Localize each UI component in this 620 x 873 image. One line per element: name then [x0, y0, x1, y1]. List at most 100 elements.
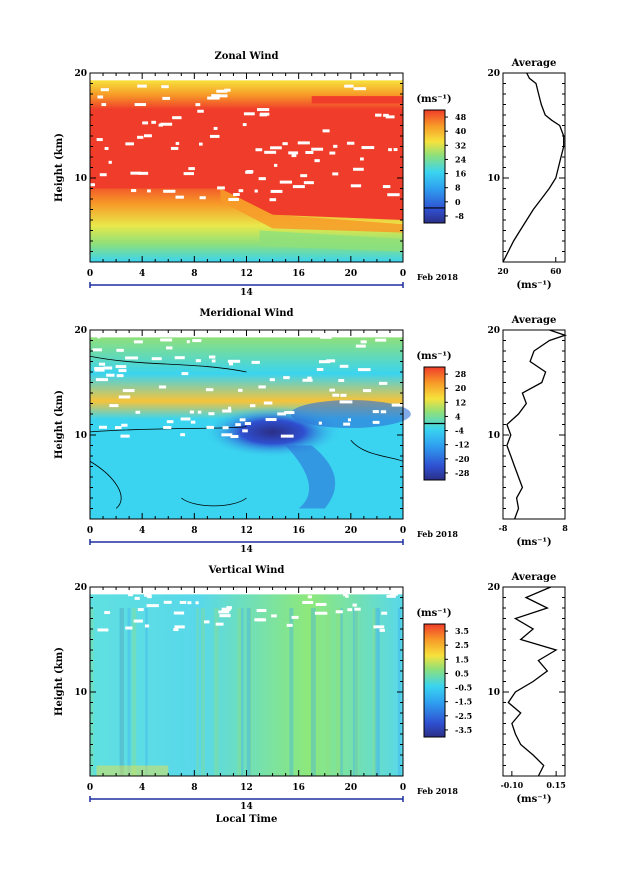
missing-data-cell	[282, 142, 288, 146]
heatmap-streak	[131, 608, 137, 776]
missing-data-cell	[343, 422, 351, 426]
missing-data-cell	[122, 389, 135, 393]
heatmap-streak	[354, 608, 359, 776]
missing-data-cell	[208, 355, 216, 359]
x-tick-label: 16	[292, 783, 305, 793]
average-y-tick-label: 20	[487, 69, 500, 79]
missing-data-cell	[256, 618, 267, 622]
x-tick-label: 12	[240, 526, 253, 536]
heatmap-streak	[340, 608, 343, 776]
missing-data-cell	[228, 406, 232, 410]
missing-data-cell	[390, 592, 398, 596]
missing-data-cell	[94, 368, 105, 372]
missing-data-cell	[174, 625, 185, 629]
day-axis-end-ticks	[89, 282, 404, 288]
missing-data-cell	[144, 624, 150, 628]
average-frame	[502, 72, 566, 263]
missing-data-cell	[179, 600, 187, 604]
missing-data-cell	[244, 422, 252, 426]
missing-data-cell	[144, 134, 152, 138]
missing-data-cell	[226, 606, 232, 610]
missing-data-cell	[121, 423, 128, 427]
heatmap-streak	[201, 608, 206, 776]
missing-data-cell	[151, 120, 157, 124]
missing-data-cell	[242, 123, 247, 127]
missing-data-cell	[332, 172, 339, 176]
missing-data-cell	[291, 154, 297, 158]
missing-data-cell	[307, 376, 312, 380]
colorbar-tick-label: -3.5	[455, 725, 472, 735]
heatmap-streak	[246, 608, 251, 776]
x-tick-label: 8	[191, 269, 197, 279]
missing-data-cell	[385, 115, 395, 119]
colorbar-tick-label: 40	[455, 126, 467, 136]
missing-data-cell	[116, 348, 124, 352]
missing-data-cell	[170, 146, 179, 150]
missing-data-cell	[283, 376, 290, 380]
missing-data-cell	[146, 604, 159, 608]
missing-data-cell	[135, 410, 141, 414]
heatmap-zero-contour	[350, 439, 404, 462]
missing-data-cell	[92, 348, 102, 352]
y-axis-label: Height (km)	[54, 390, 65, 459]
missing-data-cell	[375, 338, 387, 342]
missing-data-cell	[344, 84, 354, 88]
missing-data-cell	[125, 142, 134, 146]
missing-data-cell	[108, 160, 112, 164]
missing-data-cell	[125, 356, 139, 360]
missing-data-cell	[137, 608, 144, 612]
missing-data-cell	[302, 378, 313, 382]
missing-data-cell	[326, 359, 336, 363]
colorbar-tick-label: 24	[455, 154, 467, 164]
missing-data-cell	[288, 151, 299, 155]
colorbar-unit-label: (ms⁻¹)	[416, 608, 451, 619]
heatmap-jet-core	[90, 136, 403, 220]
x-tick-label: 0	[87, 269, 93, 279]
date-label: Feb 2018	[417, 272, 458, 282]
missing-data-cell	[256, 609, 267, 613]
missing-data-cell	[302, 600, 314, 604]
missing-data-cell	[339, 400, 353, 404]
missing-data-cell	[213, 126, 218, 130]
heatmap-lower-band	[259, 230, 403, 252]
missing-data-cell	[180, 417, 191, 421]
missing-data-cell	[316, 367, 324, 371]
heatmap-streak	[353, 608, 358, 776]
missing-data-cell	[353, 167, 364, 171]
missing-data-cell	[380, 410, 387, 414]
missing-data-cell	[230, 434, 239, 438]
heatmap-upper-band	[311, 96, 403, 104]
colorbar-tick-label: 32	[455, 140, 466, 150]
x-axis-label: Local Time	[216, 814, 278, 825]
missing-data-cell	[97, 95, 104, 99]
missing-data-cell	[222, 426, 229, 430]
missing-data-cell	[251, 360, 260, 364]
x-tick-label: 4	[139, 269, 145, 279]
missing-data-cell	[318, 421, 322, 425]
missing-data-cell	[209, 134, 220, 138]
colorbar-tick-label: -2.5	[455, 711, 472, 721]
missing-data-cell	[222, 409, 232, 413]
missing-data-cell	[147, 189, 151, 193]
missing-data-cell	[379, 381, 388, 385]
average-title: Average	[511, 58, 557, 69]
missing-data-cell	[305, 150, 314, 154]
missing-data-cell	[101, 103, 107, 107]
missing-data-cell	[195, 601, 199, 605]
missing-data-cell	[195, 103, 201, 107]
day-label: 14	[240, 545, 253, 555]
missing-data-cell	[197, 109, 204, 113]
missing-data-cell	[318, 360, 331, 364]
heatmap-zero-contour	[89, 426, 247, 433]
missing-data-cell	[347, 608, 353, 612]
x-tick-label: 0	[400, 269, 406, 279]
day-label: 14	[240, 802, 253, 812]
x-tick-label: 4	[139, 783, 145, 793]
missing-data-cell	[355, 344, 366, 348]
heatmap-upper-blue	[290, 400, 411, 428]
missing-data-cell	[109, 404, 119, 408]
colorbar-tick-label: -1.5	[455, 697, 472, 707]
missing-data-cell	[205, 388, 214, 392]
